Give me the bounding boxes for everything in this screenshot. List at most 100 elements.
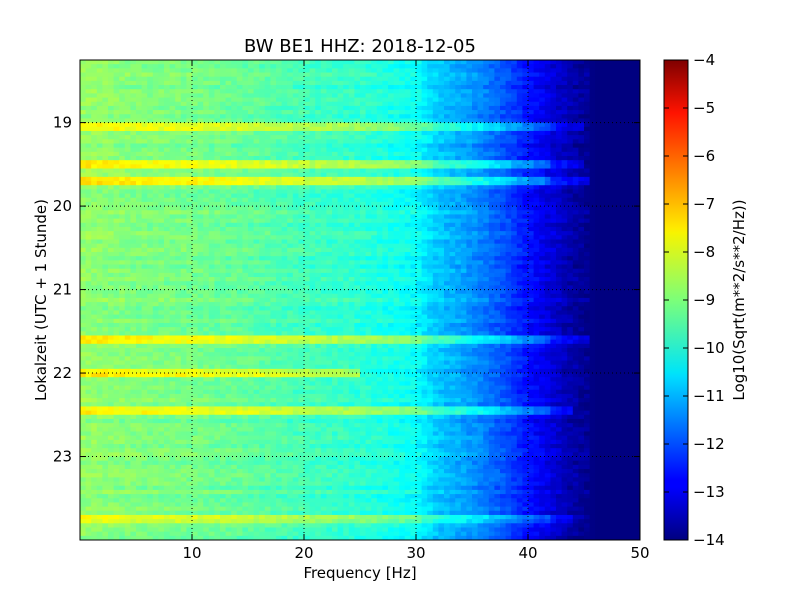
heatmap-cell: [102, 143, 109, 149]
heatmap-cell: [432, 247, 439, 253]
heatmap-cell: [292, 151, 299, 157]
heatmap-cell: [427, 201, 434, 207]
heatmap-cell: [360, 139, 367, 145]
heatmap-cell: [634, 168, 640, 174]
heatmap-cell: [578, 80, 585, 86]
heatmap-cell: [80, 110, 87, 115]
heatmap-cell: [544, 80, 551, 86]
heatmap-cell: [169, 143, 176, 149]
heatmap-cell: [612, 105, 619, 111]
heatmap-cell: [304, 80, 311, 86]
heatmap-cell: [85, 126, 92, 132]
heatmap-cell: [309, 252, 316, 257]
heatmap-cell: [270, 164, 277, 170]
heatmap-cell: [528, 214, 535, 220]
heatmap-cell: [477, 256, 484, 261]
heatmap-cell: [192, 235, 199, 241]
heatmap-cell: [399, 181, 406, 186]
heatmap-cell: [253, 130, 260, 136]
heatmap-cell: [309, 147, 316, 153]
heatmap-cell: [584, 247, 591, 253]
heatmap-cell: [152, 101, 159, 107]
heatmap-cell: [360, 147, 367, 153]
heatmap-cell: [623, 85, 630, 90]
heatmap-cell: [304, 193, 311, 199]
heatmap-cell: [152, 72, 159, 78]
heatmap-cell: [332, 226, 339, 232]
heatmap-cell: [589, 231, 596, 236]
heatmap-cell: [365, 118, 372, 124]
heatmap-cell: [438, 151, 445, 157]
heatmap-cell: [208, 172, 215, 178]
heatmap-cell: [589, 185, 596, 190]
heatmap-cell: [102, 197, 109, 203]
heatmap-cell: [152, 172, 159, 178]
heatmap-cell: [628, 256, 635, 261]
heatmap-cell: [113, 89, 120, 94]
heatmap-cell: [102, 151, 109, 157]
heatmap-cell: [466, 201, 473, 207]
heatmap-cell: [203, 264, 210, 270]
heatmap-cell: [281, 101, 288, 107]
heatmap-cell: [175, 64, 182, 69]
heatmap-cell: [449, 135, 456, 140]
heatmap-cell: [276, 247, 283, 253]
heatmap-cell: [404, 160, 411, 165]
heatmap-cell: [124, 201, 131, 207]
heatmap-cell: [494, 130, 501, 136]
heatmap-cell: [326, 156, 333, 161]
heatmap-cell: [388, 114, 395, 120]
heatmap-cell: [550, 130, 557, 136]
heatmap-cell: [584, 164, 591, 170]
heatmap-cell: [528, 252, 535, 257]
heatmap-cell: [186, 64, 193, 69]
heatmap-cell: [477, 130, 484, 136]
heatmap-cell: [315, 197, 322, 203]
heatmap-cell: [438, 201, 445, 207]
heatmap-cell: [455, 110, 462, 115]
heatmap-cell: [399, 222, 406, 228]
heatmap-cell: [119, 235, 126, 241]
heatmap-cell: [158, 264, 165, 270]
heatmap-cell: [130, 97, 137, 103]
heatmap-cell: [354, 226, 361, 232]
heatmap-cell: [175, 218, 182, 224]
heatmap-cell: [253, 189, 260, 195]
heatmap-cell: [220, 164, 227, 170]
heatmap-cell: [96, 231, 103, 236]
heatmap-cell: [472, 130, 479, 136]
heatmap-cell: [595, 235, 602, 241]
heatmap-cell: [203, 60, 210, 65]
heatmap-cell: [556, 147, 563, 153]
heatmap-cell: [421, 143, 428, 149]
heatmap-cell: [348, 201, 355, 207]
heatmap-cell: [522, 72, 529, 78]
heatmap-cell: [292, 76, 299, 82]
heatmap-cell: [460, 147, 467, 153]
heatmap-cell: [208, 235, 215, 241]
heatmap-cell: [186, 235, 193, 241]
heatmap-cell: [124, 197, 131, 203]
heatmap-cell: [444, 201, 451, 207]
heatmap-cell: [253, 151, 260, 157]
heatmap-cell: [505, 135, 512, 140]
heatmap-cell: [584, 206, 591, 211]
heatmap-cell: [612, 151, 619, 157]
heatmap-cell: [505, 97, 512, 103]
heatmap-cell: [612, 172, 619, 178]
heatmap-cell: [589, 151, 596, 157]
heatmap-cell: [589, 214, 596, 220]
heatmap-cell: [393, 130, 400, 136]
heatmap-cell: [304, 168, 311, 174]
heatmap-cell: [416, 247, 423, 253]
heatmap-cell: [337, 80, 344, 86]
heatmap-cell: [214, 252, 221, 257]
heatmap-cell: [483, 160, 490, 165]
heatmap-cell: [388, 256, 395, 261]
heatmap-cell: [528, 201, 535, 207]
heatmap-cell: [556, 264, 563, 270]
heatmap-cell: [354, 126, 361, 132]
heatmap-cell: [584, 264, 591, 270]
heatmap-cell: [231, 101, 238, 107]
heatmap-cell: [220, 97, 227, 103]
